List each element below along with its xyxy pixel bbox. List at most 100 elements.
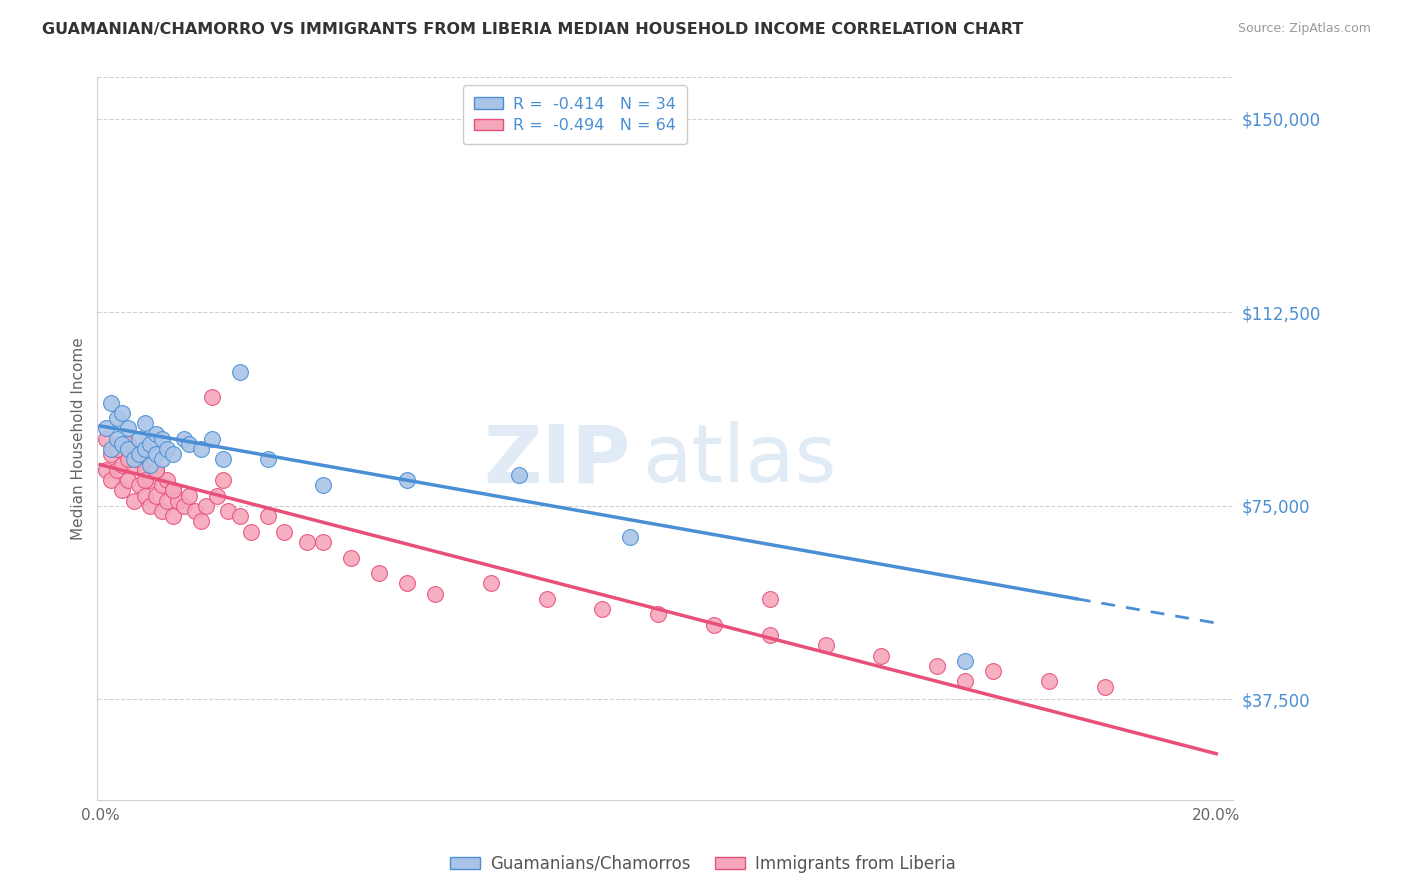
Point: [184, 504, 207, 518]
Point: [150, 452, 173, 467]
Point: [256, 509, 278, 524]
Point: [100, 442, 122, 456]
Point: [134, 442, 156, 456]
Point: [111, 437, 134, 451]
Point: [139, 499, 162, 513]
Text: Source: ZipAtlas.com: Source: ZipAtlas.com: [1237, 22, 1371, 36]
Point: [122, 458, 145, 472]
Point: [312, 535, 335, 549]
Point: [162, 483, 184, 498]
Point: [145, 489, 167, 503]
Point: [117, 421, 139, 435]
Point: [759, 628, 782, 642]
Point: [814, 638, 837, 652]
Point: [423, 587, 446, 601]
Point: [128, 432, 150, 446]
Point: [128, 452, 150, 467]
Point: [190, 442, 212, 456]
Point: [122, 452, 145, 467]
Point: [981, 664, 1004, 678]
Point: [759, 591, 782, 606]
Point: [212, 452, 235, 467]
Point: [1094, 680, 1116, 694]
Point: [228, 509, 250, 524]
Text: GUAMANIAN/CHAMORRO VS IMMIGRANTS FROM LIBERIA MEDIAN HOUSEHOLD INCOME CORRELATIO: GUAMANIAN/CHAMORRO VS IMMIGRANTS FROM LI…: [42, 22, 1024, 37]
Point: [111, 458, 134, 472]
Point: [145, 426, 167, 441]
Point: [139, 473, 162, 487]
Point: [117, 473, 139, 487]
Point: [340, 550, 363, 565]
Text: atlas: atlas: [643, 422, 837, 500]
Point: [111, 483, 134, 498]
Point: [100, 447, 122, 461]
Point: [162, 483, 184, 498]
Point: [953, 654, 976, 668]
Point: [105, 463, 128, 477]
Point: [591, 602, 613, 616]
Point: [179, 437, 201, 451]
Point: [273, 524, 295, 539]
Point: [128, 447, 150, 461]
Point: [870, 648, 893, 663]
Point: [94, 463, 117, 477]
Point: [100, 473, 122, 487]
Point: [105, 432, 128, 446]
Point: [173, 432, 195, 446]
Point: [167, 493, 190, 508]
Point: [173, 499, 195, 513]
Point: [134, 463, 156, 477]
Point: [295, 535, 318, 549]
Point: [190, 515, 212, 529]
Point: [228, 365, 250, 379]
Point: [139, 458, 162, 472]
Point: [239, 524, 262, 539]
Point: [117, 452, 139, 467]
Point: [536, 591, 558, 606]
Point: [207, 489, 229, 503]
Point: [312, 478, 335, 492]
Point: [218, 504, 240, 518]
Point: [117, 442, 139, 456]
Point: [479, 576, 502, 591]
Point: [145, 463, 167, 477]
Point: [117, 437, 139, 451]
Point: [619, 530, 641, 544]
Point: [156, 442, 179, 456]
Point: [162, 509, 184, 524]
Point: [94, 421, 117, 435]
Point: [134, 473, 156, 487]
Point: [150, 432, 173, 446]
Point: [201, 391, 224, 405]
Point: [927, 659, 949, 673]
Point: [368, 566, 391, 580]
Point: [105, 442, 128, 456]
Point: [396, 576, 419, 591]
Point: [953, 674, 976, 689]
Point: [134, 489, 156, 503]
Point: [195, 499, 218, 513]
Point: [396, 473, 419, 487]
Point: [156, 473, 179, 487]
Point: [150, 504, 173, 518]
Legend: Guamanians/Chamorros, Immigrants from Liberia: Guamanians/Chamorros, Immigrants from Li…: [443, 848, 963, 880]
Point: [162, 447, 184, 461]
Point: [256, 452, 278, 467]
Point: [179, 489, 201, 503]
Point: [150, 478, 173, 492]
Text: ZIP: ZIP: [484, 422, 631, 500]
Point: [111, 406, 134, 420]
Point: [122, 493, 145, 508]
Point: [100, 395, 122, 409]
Point: [1038, 674, 1060, 689]
Point: [128, 478, 150, 492]
Point: [145, 463, 167, 477]
Point: [508, 467, 530, 482]
Point: [134, 417, 156, 431]
Point: [201, 432, 224, 446]
Point: [145, 447, 167, 461]
Point: [156, 493, 179, 508]
Point: [212, 473, 235, 487]
Point: [703, 617, 725, 632]
Point: [647, 607, 669, 622]
